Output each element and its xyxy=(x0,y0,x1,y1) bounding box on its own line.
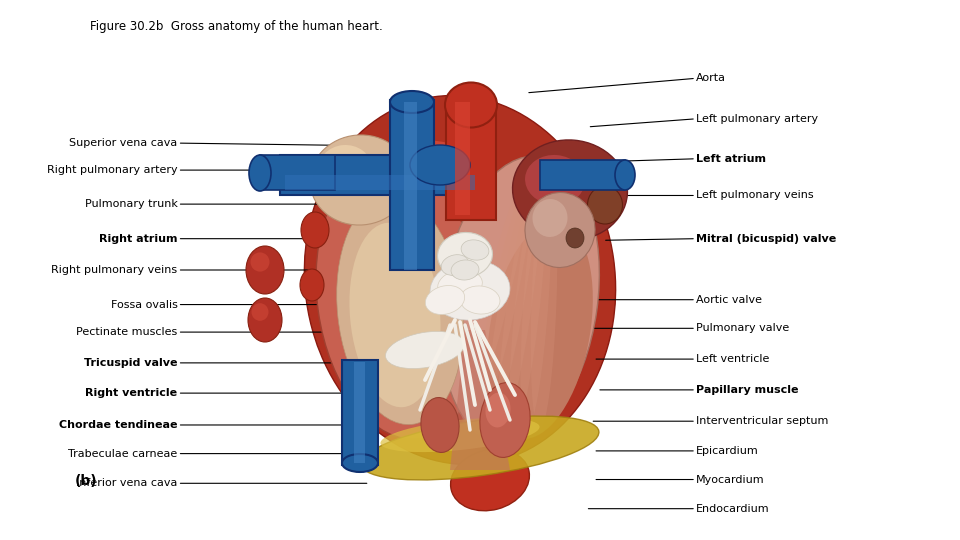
Text: Aorta: Aorta xyxy=(696,73,726,83)
Ellipse shape xyxy=(533,199,567,237)
Ellipse shape xyxy=(510,171,546,429)
Ellipse shape xyxy=(520,170,551,430)
Ellipse shape xyxy=(248,298,282,342)
Text: Aortic valve: Aortic valve xyxy=(696,295,762,305)
Text: Right pulmonary veins: Right pulmonary veins xyxy=(52,265,178,275)
Text: Chordae tendineae: Chordae tendineae xyxy=(60,420,178,430)
Ellipse shape xyxy=(441,156,599,444)
Text: Left ventricle: Left ventricle xyxy=(696,354,769,364)
Text: Interventricular septum: Interventricular septum xyxy=(696,416,828,426)
Ellipse shape xyxy=(425,286,465,314)
Text: Papillary muscle: Papillary muscle xyxy=(696,385,799,395)
Ellipse shape xyxy=(380,418,540,452)
Text: Epicardium: Epicardium xyxy=(696,446,758,456)
Ellipse shape xyxy=(513,140,628,240)
Ellipse shape xyxy=(487,172,538,428)
Text: (b): (b) xyxy=(75,474,98,488)
Ellipse shape xyxy=(442,255,468,275)
Ellipse shape xyxy=(460,286,500,314)
Text: Fossa ovalis: Fossa ovalis xyxy=(110,300,178,309)
Polygon shape xyxy=(446,100,496,220)
Text: Mitral (bicuspid) valve: Mitral (bicuspid) valve xyxy=(696,234,836,244)
Polygon shape xyxy=(455,102,470,215)
Text: Left pulmonary artery: Left pulmonary artery xyxy=(696,114,818,124)
Text: Pectinate muscles: Pectinate muscles xyxy=(77,327,178,337)
Ellipse shape xyxy=(463,174,530,426)
Polygon shape xyxy=(390,100,434,270)
Ellipse shape xyxy=(474,173,534,427)
Ellipse shape xyxy=(300,269,324,301)
Ellipse shape xyxy=(531,170,558,430)
Polygon shape xyxy=(354,362,365,463)
Ellipse shape xyxy=(304,96,615,464)
Ellipse shape xyxy=(486,393,511,428)
Ellipse shape xyxy=(450,449,529,511)
Ellipse shape xyxy=(525,193,595,267)
Text: Endocardium: Endocardium xyxy=(696,504,770,514)
Ellipse shape xyxy=(310,135,410,225)
Text: Inferior vena cava: Inferior vena cava xyxy=(76,478,178,488)
Ellipse shape xyxy=(438,232,492,278)
Ellipse shape xyxy=(251,252,270,272)
Ellipse shape xyxy=(445,83,497,127)
Text: Tricuspid valve: Tricuspid valve xyxy=(84,358,178,368)
Text: Right atrium: Right atrium xyxy=(99,234,178,244)
Ellipse shape xyxy=(246,246,284,294)
Ellipse shape xyxy=(316,161,484,439)
Ellipse shape xyxy=(390,91,434,113)
Ellipse shape xyxy=(252,303,269,321)
Polygon shape xyxy=(285,175,475,190)
Ellipse shape xyxy=(337,195,464,424)
Ellipse shape xyxy=(588,186,622,224)
Polygon shape xyxy=(540,160,625,190)
Ellipse shape xyxy=(342,454,378,472)
Text: Figure 30.2b  Gross anatomy of the human heart.: Figure 30.2b Gross anatomy of the human … xyxy=(90,20,383,33)
Ellipse shape xyxy=(430,260,510,320)
Ellipse shape xyxy=(498,171,542,429)
Text: Pulmonary trunk: Pulmonary trunk xyxy=(84,199,178,209)
Text: Trabeculae carneae: Trabeculae carneae xyxy=(68,449,178,458)
Polygon shape xyxy=(342,360,378,465)
Text: Right ventricle: Right ventricle xyxy=(85,388,178,398)
Ellipse shape xyxy=(318,145,372,195)
Text: Right pulmonary artery: Right pulmonary artery xyxy=(47,165,178,175)
Text: Superior vena cava: Superior vena cava xyxy=(69,138,178,148)
Polygon shape xyxy=(260,155,335,190)
Ellipse shape xyxy=(410,145,470,185)
Text: Pulmonary valve: Pulmonary valve xyxy=(696,323,789,333)
Ellipse shape xyxy=(566,228,584,248)
Text: Myocardium: Myocardium xyxy=(696,475,764,484)
Text: Left pulmonary veins: Left pulmonary veins xyxy=(696,191,814,200)
Ellipse shape xyxy=(386,332,465,369)
Polygon shape xyxy=(404,102,417,270)
Ellipse shape xyxy=(249,155,271,191)
Polygon shape xyxy=(450,330,510,470)
Ellipse shape xyxy=(487,221,593,438)
Text: Left atrium: Left atrium xyxy=(696,154,766,164)
Ellipse shape xyxy=(340,140,520,340)
Ellipse shape xyxy=(420,397,459,453)
Ellipse shape xyxy=(461,240,489,260)
Polygon shape xyxy=(280,155,480,195)
Ellipse shape xyxy=(480,382,530,457)
Ellipse shape xyxy=(361,416,599,480)
Ellipse shape xyxy=(301,212,329,248)
Ellipse shape xyxy=(349,223,441,407)
Ellipse shape xyxy=(525,155,585,205)
Ellipse shape xyxy=(615,160,635,190)
Ellipse shape xyxy=(451,260,479,280)
Ellipse shape xyxy=(438,269,482,300)
